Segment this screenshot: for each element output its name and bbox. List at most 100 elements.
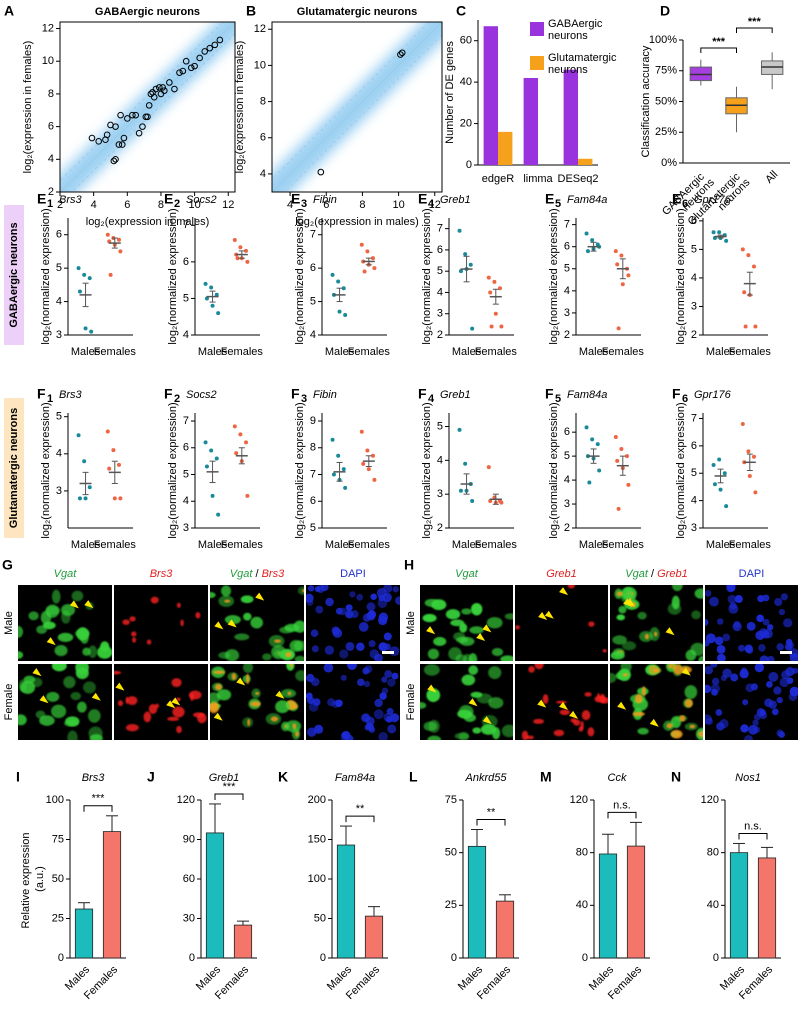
y-tick-label: 0 bbox=[451, 952, 457, 964]
column-title-part: DAPI bbox=[340, 568, 366, 580]
point bbox=[590, 437, 595, 442]
signal bbox=[602, 648, 607, 653]
cell bbox=[293, 620, 304, 633]
y-tick-label: 7 bbox=[183, 415, 189, 427]
point bbox=[83, 496, 88, 501]
x-tick-label: Females bbox=[348, 346, 391, 358]
cell bbox=[488, 666, 502, 680]
cell bbox=[698, 655, 703, 661]
point bbox=[499, 324, 504, 329]
chart-title: Gpr176 bbox=[694, 389, 732, 401]
signal bbox=[250, 701, 261, 707]
point bbox=[210, 303, 215, 308]
cell bbox=[51, 589, 61, 604]
point bbox=[488, 290, 493, 295]
point bbox=[722, 471, 727, 476]
point bbox=[76, 266, 81, 271]
panel-label: M bbox=[540, 769, 552, 785]
point bbox=[105, 232, 110, 237]
signal bbox=[176, 697, 181, 702]
point bbox=[216, 36, 224, 44]
signal bbox=[274, 639, 282, 643]
nucleus bbox=[349, 591, 356, 598]
point bbox=[458, 269, 463, 274]
point bbox=[468, 262, 473, 267]
nucleus bbox=[766, 681, 773, 688]
point bbox=[155, 84, 163, 91]
x-tick-label: Females bbox=[221, 346, 264, 358]
nucleus bbox=[716, 644, 726, 654]
point bbox=[361, 461, 366, 466]
y-tick-label: 10 bbox=[254, 59, 266, 71]
cell bbox=[461, 674, 476, 686]
nucleus bbox=[374, 653, 383, 661]
column-title-part: Greb1 bbox=[546, 568, 577, 580]
y-tick-label: 8 bbox=[48, 88, 54, 100]
point bbox=[619, 253, 624, 258]
y-tick-label: 3 bbox=[56, 329, 62, 341]
y-tick-label: 120 bbox=[570, 794, 588, 806]
cell bbox=[488, 697, 504, 709]
significance-bracket bbox=[345, 815, 375, 823]
point bbox=[587, 480, 592, 485]
panel-label: F bbox=[164, 386, 173, 402]
cells bbox=[705, 664, 798, 740]
panel-label: E bbox=[545, 191, 554, 207]
x-tick-label: 8 bbox=[359, 199, 365, 211]
nucleus bbox=[786, 677, 794, 684]
signal bbox=[641, 686, 646, 697]
nucleus bbox=[368, 640, 376, 648]
panel-label-sub: 1 bbox=[47, 198, 53, 210]
cell bbox=[220, 585, 232, 597]
nucleus bbox=[370, 593, 377, 600]
y-axis-label: log₂(normalized expression) bbox=[167, 208, 179, 344]
cell bbox=[234, 633, 250, 641]
point bbox=[171, 85, 178, 93]
point bbox=[752, 454, 756, 459]
signal bbox=[584, 692, 592, 697]
nucleus bbox=[715, 709, 723, 716]
y-tick-label: 6 bbox=[183, 442, 189, 454]
x-tick-label: Males bbox=[198, 539, 228, 551]
y-tick-label: 0 bbox=[189, 952, 195, 964]
arrowhead bbox=[476, 632, 486, 641]
point bbox=[203, 440, 208, 445]
cell bbox=[428, 719, 440, 733]
point bbox=[107, 466, 112, 471]
nucleus bbox=[740, 724, 749, 733]
point bbox=[616, 326, 621, 331]
nucleus bbox=[378, 615, 388, 626]
panel-label: A bbox=[4, 3, 14, 19]
nucleus bbox=[356, 593, 364, 601]
y-tick-label: 150 bbox=[308, 833, 326, 845]
signal bbox=[594, 695, 606, 703]
signal bbox=[114, 670, 122, 675]
y-tick-label: 5 bbox=[56, 262, 62, 274]
x-tick-label: Males bbox=[198, 346, 228, 358]
y-tick-label: 0 bbox=[58, 952, 64, 964]
signal bbox=[246, 673, 250, 685]
point bbox=[746, 253, 751, 258]
nucleus bbox=[350, 610, 359, 619]
cell bbox=[67, 730, 78, 740]
chart-title: GABAergic neurons bbox=[95, 6, 200, 18]
signal bbox=[224, 599, 231, 603]
signal bbox=[521, 730, 529, 740]
legend-swatch bbox=[530, 56, 544, 70]
cell bbox=[35, 710, 46, 719]
nucleus bbox=[727, 585, 736, 592]
point bbox=[83, 326, 88, 331]
point bbox=[584, 231, 589, 236]
nucleus bbox=[768, 671, 779, 682]
nucleus bbox=[705, 717, 713, 725]
y-tick-label: 4 bbox=[310, 329, 316, 341]
point bbox=[753, 324, 758, 329]
x-tick-label: Males bbox=[71, 346, 101, 358]
arrowhead bbox=[468, 698, 478, 707]
cell bbox=[18, 679, 28, 693]
point bbox=[457, 427, 462, 432]
point bbox=[166, 79, 173, 86]
cell bbox=[250, 616, 263, 629]
cell bbox=[88, 726, 103, 740]
arrowhead bbox=[213, 712, 223, 721]
